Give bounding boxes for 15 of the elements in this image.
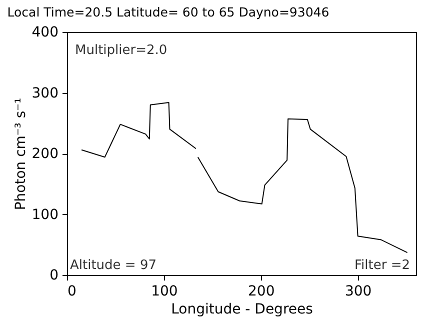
y-axis-title: Photon cm⁻³ s⁻¹: [12, 98, 29, 210]
annotation: Filter =2: [354, 258, 410, 273]
y-tick-label: 0: [50, 268, 58, 284]
annotation: Multiplier=2.0: [75, 43, 168, 58]
y-tick-label: 200: [32, 146, 58, 162]
x-tick-label: 300: [344, 284, 372, 300]
x-tick-label: 200: [248, 284, 275, 300]
x-axis-title: Longitude - Degrees: [171, 302, 313, 318]
chart-title: Local Time=20.5 Latitude= 60 to 65 Dayno=93046: [7, 4, 330, 20]
annotation: Altitude = 97: [70, 258, 156, 273]
x-tick-label: 100: [151, 284, 178, 300]
y-tick-label: 100: [32, 206, 58, 223]
y-tick-label: 300: [32, 85, 58, 102]
y-tick-label: 400: [32, 24, 58, 40]
x-tick-label: 0: [68, 284, 76, 300]
